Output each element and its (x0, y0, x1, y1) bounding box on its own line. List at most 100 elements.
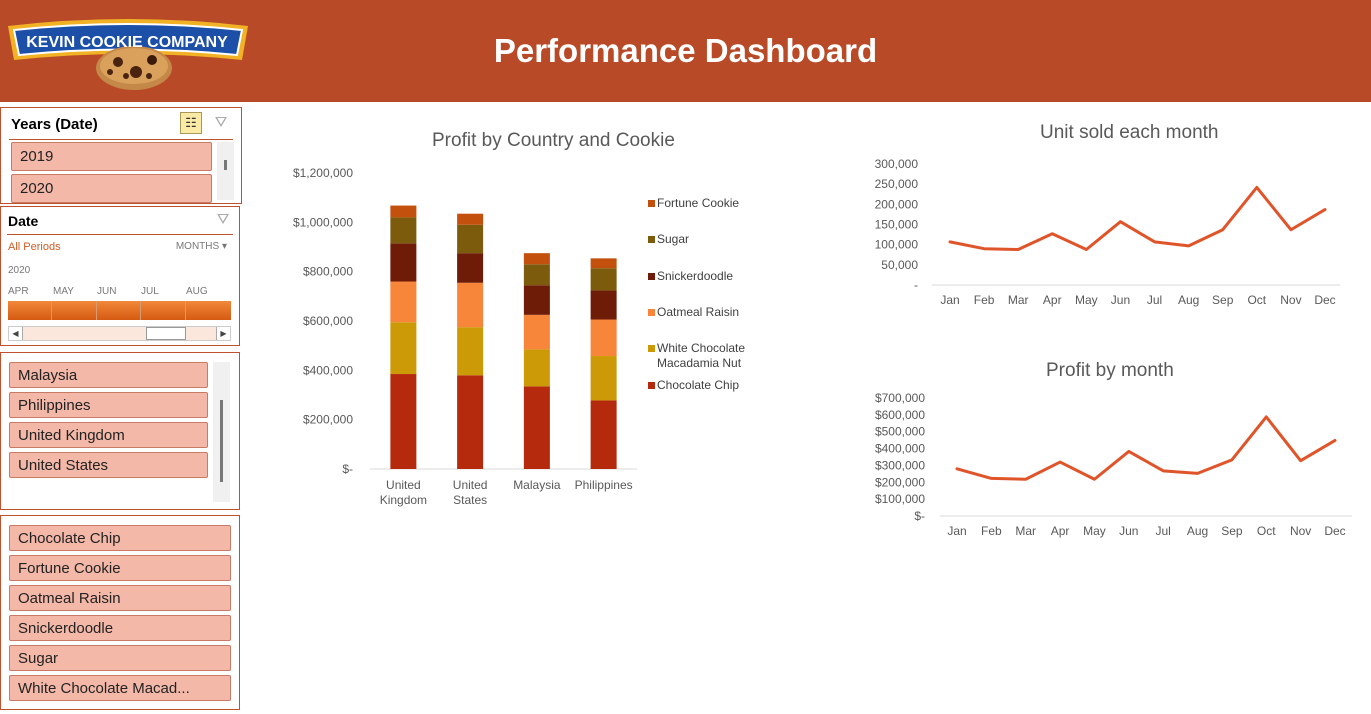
scroll-thumb[interactable] (146, 327, 186, 340)
timeline-selection-bar[interactable] (8, 301, 231, 320)
y-tick-label: $1,200,000 (293, 166, 353, 180)
x-tick-label: Feb (974, 293, 995, 307)
legend-label: Snickerdoodle (657, 269, 733, 283)
legend-label: Oatmeal Raisin (657, 305, 739, 319)
y-tick-label: $200,000 (875, 475, 925, 489)
legend-swatch (648, 309, 655, 316)
scroll-thumb[interactable] (220, 400, 223, 482)
x-tick-label: Jun (1111, 293, 1130, 307)
years-slicer: Years (Date) ☷ ⛛ 2019 2020 (0, 107, 242, 204)
slicer-item-united-states[interactable]: United States (9, 452, 208, 478)
slicer-item-2020[interactable]: 2020 (11, 174, 212, 203)
legend-swatch (648, 273, 655, 280)
x-tick-label: Aug (1187, 524, 1208, 538)
month-label: JUL (141, 286, 159, 297)
scroll-thumb[interactable] (224, 160, 227, 170)
scroll-right-icon[interactable]: ▶ (216, 327, 230, 340)
company-logo: KEVIN COOKIE COMPANY (8, 19, 248, 90)
years-scrollbar[interactable] (217, 142, 234, 200)
legend-swatch (648, 345, 655, 352)
legend-swatch (648, 200, 655, 207)
slicer-item-white-chocolate-macadamia[interactable]: White Chocolate Macad... (9, 675, 231, 701)
slicer-item-2019[interactable]: 2019 (11, 142, 212, 171)
x-tick-label: Aug (1178, 293, 1199, 307)
x-tick-label: May (1075, 293, 1098, 307)
logo-text: KEVIN COOKIE COMPANY (26, 34, 228, 51)
data-line (955, 415, 1337, 481)
multi-select-icon[interactable]: ☷ (180, 112, 202, 134)
y-tick-label: $700,000 (875, 391, 925, 405)
bar-segment (390, 374, 417, 469)
x-tick-label: Sep (1212, 293, 1234, 307)
slicer-item-snickerdoodle[interactable]: Snickerdoodle (9, 615, 231, 641)
bar-segment (390, 205, 417, 218)
bar-segment (590, 268, 617, 291)
x-tick-label: May (1083, 524, 1106, 538)
y-tick-label: - (914, 278, 918, 292)
bar-segment (390, 243, 417, 282)
bar-segment (390, 322, 417, 375)
y-tick-label: $800,000 (303, 265, 353, 279)
x-tick-label: Jul (1147, 293, 1162, 307)
slicer-item-sugar[interactable]: Sugar (9, 645, 231, 671)
scroll-left-icon[interactable]: ◀ (9, 327, 23, 340)
country-scrollbar[interactable] (213, 362, 230, 502)
y-tick-label: $1,000,000 (293, 215, 353, 229)
slicer-item-chocolate-chip[interactable]: Chocolate Chip (9, 525, 231, 551)
month-label: JUN (97, 286, 117, 297)
x-tick-label: Malaysia (513, 478, 561, 492)
units-sold-chart: - 50,000 100,000 150,000 200,000 250,000 300,0… (875, 157, 1340, 307)
legend-label: Sugar (657, 232, 689, 246)
x-tick-label: Oct (1247, 293, 1266, 307)
bar-segment (590, 319, 617, 357)
chart-title: Profit by month (1046, 360, 1174, 381)
y-tick-label: 50,000 (881, 258, 918, 272)
clear-filter-icon[interactable]: ⛛ (216, 211, 230, 228)
bar-segment (590, 356, 617, 401)
bar-segment (523, 253, 550, 265)
slicer-item-oatmeal-raisin[interactable]: Oatmeal Raisin (9, 585, 231, 611)
month-label: MAY (53, 286, 74, 297)
bar-segment (523, 314, 550, 350)
x-tick-label: Mar (1015, 524, 1036, 538)
y-tick-label: $100,000 (875, 492, 925, 506)
divider (7, 234, 233, 235)
clear-filter-icon[interactable]: ⛛ (214, 114, 228, 131)
slicer-item-fortune-cookie[interactable]: Fortune Cookie (9, 555, 231, 581)
slicer-item-philippines[interactable]: Philippines (9, 392, 208, 418)
x-tick-label: United (386, 478, 421, 492)
y-tick-label: 300,000 (875, 157, 919, 171)
x-tick-label: States (453, 493, 487, 507)
x-tick-label: Jan (947, 524, 966, 538)
legend-swatch (648, 382, 655, 389)
y-tick-label: 250,000 (875, 177, 919, 191)
bar-segment (590, 290, 617, 320)
y-tick-label: $400,000 (875, 442, 925, 456)
month-label: AUG (186, 286, 208, 297)
legend-label: Fortune Cookie (657, 196, 739, 210)
x-tick-label: Feb (981, 524, 1002, 538)
cookie-slicer: Chocolate Chip Fortune Cookie Oatmeal Ra… (0, 515, 240, 710)
x-tick-label: Jan (940, 293, 959, 307)
y-tick-label: 150,000 (875, 218, 919, 232)
slicer-item-malaysia[interactable]: Malaysia (9, 362, 208, 388)
profit-by-country-chart: $- $200,000 $400,000 $600,000 $800,000 $1,000… (293, 166, 745, 507)
bar-segment (457, 282, 484, 328)
x-tick-label: Nov (1290, 524, 1311, 538)
y-tick-label: 200,000 (875, 197, 919, 211)
x-tick-label: Philippines (575, 478, 633, 492)
period-level-dropdown[interactable]: MONTHS ▾ (176, 241, 227, 252)
all-periods-link[interactable]: All Periods (8, 241, 61, 253)
x-tick-label: Jun (1119, 524, 1138, 538)
bar-segment (590, 400, 617, 469)
slicer-item-united-kingdom[interactable]: United Kingdom (9, 422, 208, 448)
bar-segment (457, 375, 484, 469)
divider (9, 139, 233, 140)
y-tick-label: $600,000 (875, 408, 925, 422)
chart-title: Profit by Country and Cookie (432, 130, 675, 151)
bar-segment (390, 217, 417, 244)
x-tick-label: Kingdom (380, 493, 427, 507)
bar-segment (390, 281, 417, 323)
y-tick-label: $200,000 (303, 413, 353, 427)
timeline-scrollbar[interactable]: ◀ ▶ (8, 326, 231, 341)
